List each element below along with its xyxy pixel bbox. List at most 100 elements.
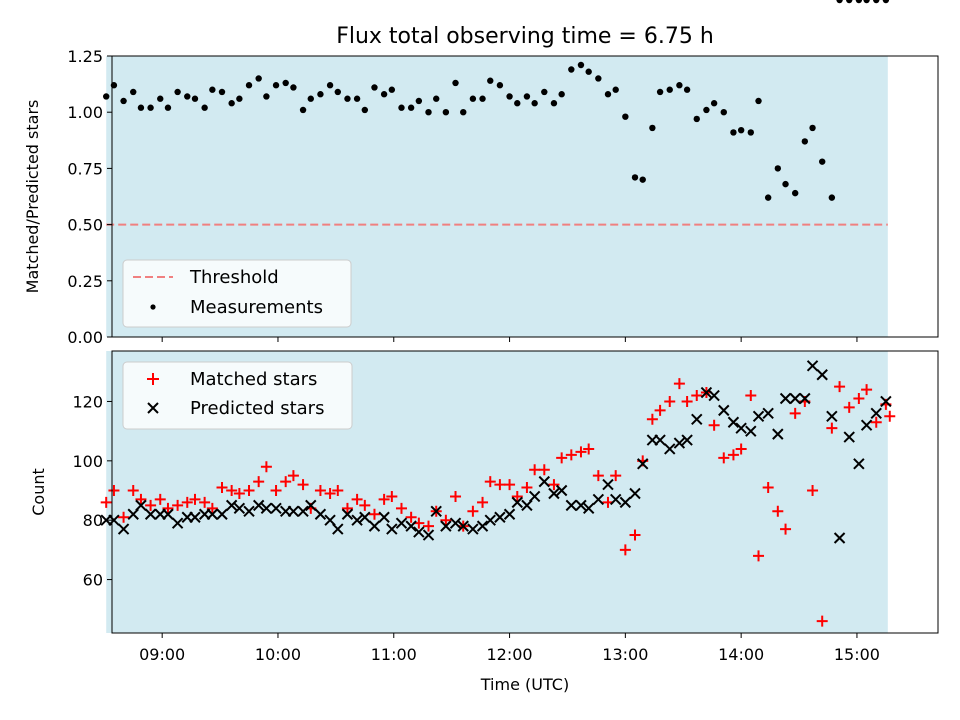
predicted-star-point <box>378 511 390 523</box>
matched-star-point <box>423 520 435 532</box>
matched-star-point <box>575 446 587 458</box>
predicted-star-point <box>422 529 435 541</box>
predicted-star-point <box>395 517 408 529</box>
measurement-point <box>290 84 297 91</box>
measurement-point <box>585 68 592 75</box>
matched-star-point <box>753 550 765 562</box>
y-tick-label: 1.25 <box>67 47 103 66</box>
matched-star-point <box>324 487 336 499</box>
matched-star-point <box>538 464 550 476</box>
matched-star-point <box>145 499 157 511</box>
top-panel: 0.00 0.25 0.50 0.75 1.00 1.25 Matched/Predicte… <box>23 0 939 347</box>
bottom-y-axis-label: Count <box>29 468 48 516</box>
top-legend: Threshold Measurements <box>122 259 352 328</box>
predicted-star-point <box>216 508 228 520</box>
predicted-star-point <box>575 499 587 512</box>
matched-star-point <box>172 499 184 511</box>
measurement-point <box>130 88 137 96</box>
predicted-star-point <box>629 487 641 500</box>
predicted-star-point <box>287 505 300 518</box>
bottom-legend: Matched stars Predicted stars <box>122 361 353 430</box>
predicted-star-point <box>799 392 811 405</box>
y-tick-label: 120 <box>72 392 103 411</box>
predicted-star-point <box>718 404 730 417</box>
predicted-star-point <box>351 514 363 526</box>
matched-star-point <box>789 407 801 419</box>
matched-star-point <box>548 479 560 491</box>
y-tick-label: 60 <box>83 571 103 590</box>
predicted-star-point <box>314 508 327 520</box>
measurement-point <box>782 180 789 188</box>
measurement-point <box>433 95 440 102</box>
measurement-point <box>595 75 602 82</box>
matched-star-point <box>772 505 784 517</box>
predicted-star-point <box>548 487 560 500</box>
predicted-star-point <box>386 523 398 535</box>
matched-star-point <box>691 390 703 402</box>
x-tick-label: 13:00 <box>602 645 648 664</box>
predicted-star-point <box>117 523 130 535</box>
legend-predicted-label: Predicted stars <box>190 398 324 419</box>
x-tick-label: 09:00 <box>139 645 185 664</box>
measurement-point <box>683 86 691 93</box>
measurement-point <box>398 104 405 111</box>
measurement-point <box>755 97 762 105</box>
predicted-star-point <box>359 511 371 523</box>
matched-star-point <box>378 493 390 505</box>
measurement-point <box>612 86 619 93</box>
predicted-star-point <box>880 395 892 408</box>
figure-title: Flux total observing time = 6.75 h <box>336 24 714 49</box>
legend-measurement-swatch <box>150 304 156 310</box>
matched-star-point <box>405 511 417 523</box>
predicted-star-point <box>270 502 282 515</box>
matched-star-point <box>270 485 282 497</box>
measurement-point <box>425 109 432 116</box>
predicted-star-point <box>789 392 801 405</box>
measurement-point <box>218 88 226 96</box>
measurement-point <box>639 176 646 183</box>
predicted-star-point <box>853 458 865 470</box>
predicted-star-point <box>860 419 873 431</box>
matched-star-point <box>206 502 218 514</box>
matched-star-point <box>440 514 452 526</box>
matched-star-point <box>154 493 166 505</box>
predicted-star-point <box>691 413 703 425</box>
matched-star-point <box>233 487 245 499</box>
predicted-star-point <box>664 443 676 455</box>
matched-star-point <box>646 413 658 425</box>
matched-star-point <box>610 470 622 482</box>
measurement-point <box>361 106 369 114</box>
predicted-star-point <box>252 499 265 512</box>
predicted-star-point <box>297 505 309 518</box>
predicted-star-point <box>225 499 238 512</box>
predicted-star-point <box>476 520 489 532</box>
measurement-point <box>541 88 548 96</box>
matched-star-point <box>521 482 533 494</box>
measurement-point <box>604 91 612 98</box>
measurement-point <box>103 93 110 100</box>
predicted-star-point <box>609 493 622 506</box>
matched-star-point <box>681 395 693 407</box>
predicted-star-point <box>762 407 774 420</box>
predicted-star-point <box>826 410 838 423</box>
x-tick-label: 15:00 <box>834 645 880 664</box>
matched-star-point <box>870 416 882 428</box>
predicted-star-point <box>467 523 479 535</box>
predicted-star-point <box>727 416 740 428</box>
predicted-star-point <box>243 505 255 518</box>
measurement-point <box>622 113 629 120</box>
measurement-point <box>863 0 870 4</box>
x-tick-label: 12:00 <box>487 645 533 664</box>
predicted-star-point <box>528 490 541 503</box>
predicted-star-point <box>171 517 184 529</box>
matched-star-point <box>280 476 292 488</box>
matched-star-point <box>494 479 506 491</box>
measurement-point <box>631 174 639 181</box>
legend-measurement-label: Measurements <box>190 297 323 318</box>
measurement-point <box>577 61 585 69</box>
matched-star-point <box>297 479 309 491</box>
predicted-star-point <box>779 392 792 405</box>
measurement-point <box>452 79 459 87</box>
measurement-point <box>415 97 423 105</box>
